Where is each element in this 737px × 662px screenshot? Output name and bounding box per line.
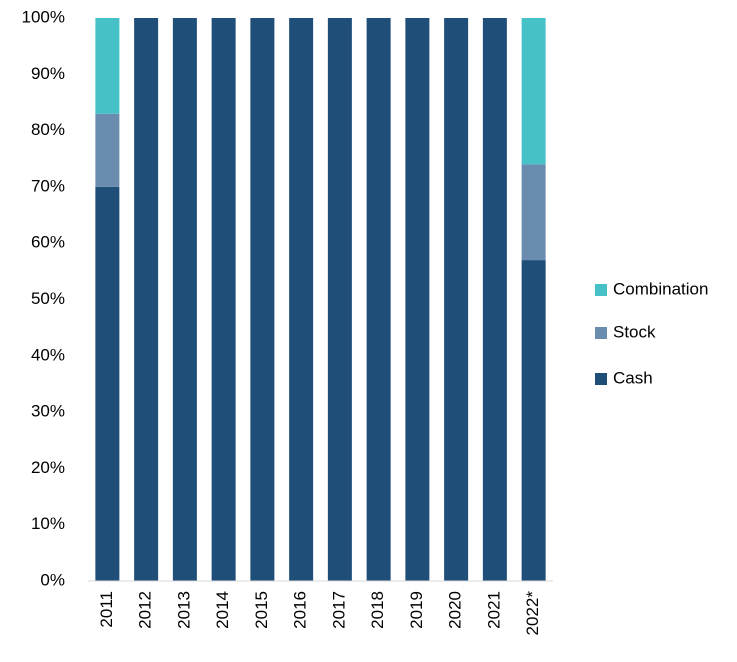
bar-segment [134,18,159,581]
y-tick-label: 50% [31,289,65,308]
bar-segment [444,18,469,581]
bar-segment [289,18,314,581]
bar-segment [95,186,120,581]
bar-segment [172,18,197,581]
legend-label: Cash [613,368,653,387]
legend-label: Combination [613,279,708,298]
y-tick-label: 40% [31,345,65,364]
bar-segment [95,113,120,187]
legend-label: Stock [613,322,656,341]
x-tick-label: 2017 [329,591,348,629]
y-tick-label: 30% [31,402,65,421]
y-tick-label: 20% [31,458,65,477]
y-tick-label: 100% [22,7,65,26]
y-tick-label: 90% [31,64,65,83]
bar-segment [95,18,120,114]
bar-segment [327,18,352,581]
x-tick-label: 2022* [523,591,542,636]
x-tick-label: 2016 [291,591,310,629]
x-tick-label: 2019 [407,591,426,629]
y-tick-label: 70% [31,176,65,195]
x-tick-label: 2012 [136,591,155,629]
x-tick-label: 2011 [97,591,116,628]
bar-segment [250,18,275,581]
y-tick-label: 80% [31,120,65,139]
legend-swatch [595,284,607,296]
bar-segment [521,18,546,165]
x-tick-label: 2018 [368,591,387,629]
x-tick-label: 2013 [174,591,193,629]
bar-segment [521,164,546,261]
x-tick-label: 2020 [446,591,465,629]
y-tick-label: 0% [40,570,65,589]
bar-segment [482,18,507,581]
x-tick-label: 2014 [213,591,232,629]
x-tick-label: 2015 [252,591,271,629]
bar-segment [211,18,236,581]
legend-swatch [595,373,607,385]
bar-segment [521,260,546,581]
x-tick-label: 2021 [484,591,503,629]
y-tick-label: 60% [31,233,65,252]
legend-swatch [595,327,607,339]
bar-segment [366,18,391,581]
bar-segment [405,18,430,581]
y-tick-label: 10% [31,514,65,533]
